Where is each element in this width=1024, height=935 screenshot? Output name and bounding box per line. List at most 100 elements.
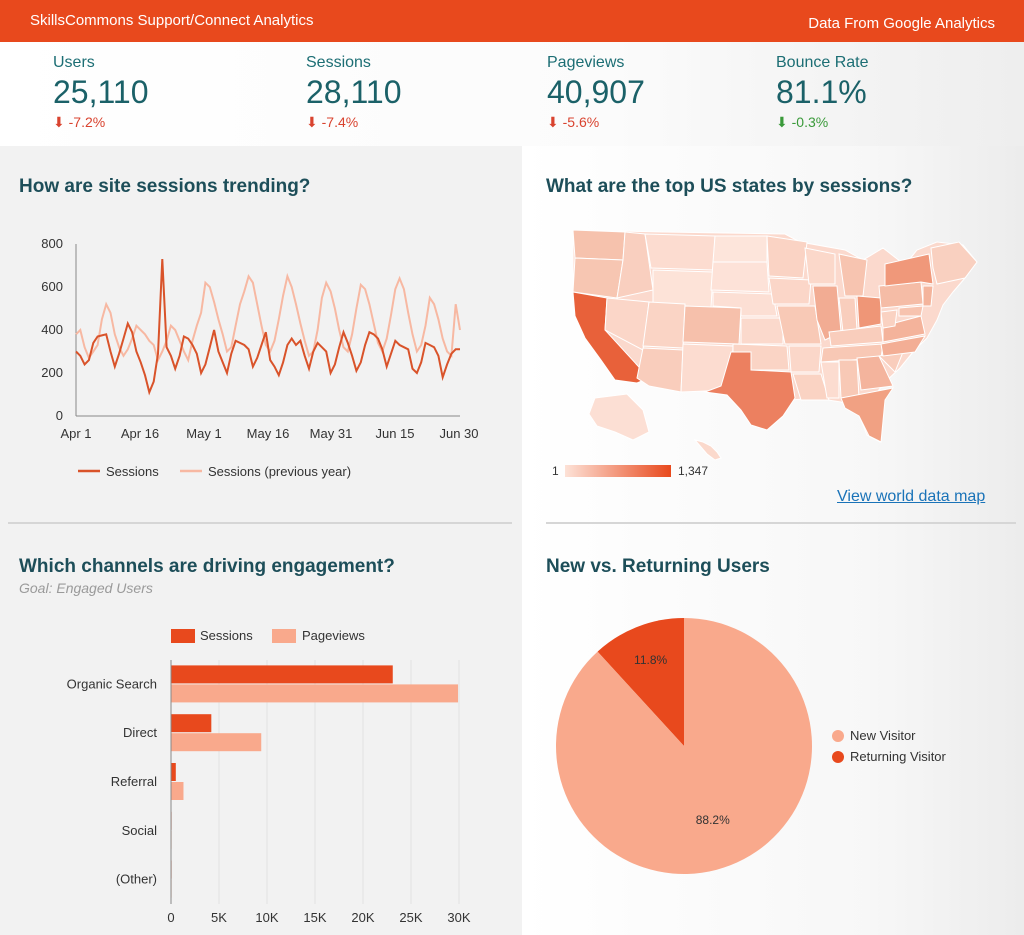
sessions-line (75, 259, 460, 396)
state-minnesota (766, 235, 808, 279)
view-world-map-link[interactable]: View world data map (837, 488, 986, 505)
kpi-value: 81.1% (776, 74, 867, 110)
state-new-york (884, 253, 934, 287)
trend-title: How are site sessions trending? (19, 176, 311, 197)
channels-bar-chart: Sessions Pageviews 0 5K 10K 15K 20K 25K 30K Organ… (67, 628, 471, 925)
map-scale-max: 1,347 (678, 464, 709, 478)
legend-swatch-pageviews (272, 629, 296, 643)
kpi-delta: ⬇ -7.2% (53, 114, 106, 130)
state-montana (644, 233, 716, 271)
legend-swatch-new-visitor (832, 730, 844, 742)
legend-label-pageviews: Pageviews (302, 628, 365, 643)
state-maryland (898, 305, 924, 317)
y-tick-label: 800 (41, 236, 63, 251)
new-visitor-data-label: 88.2% (696, 813, 730, 827)
legend-swatch-sessions (171, 629, 195, 643)
section-divider (8, 522, 512, 524)
state-oregon (572, 257, 624, 299)
x-tick-label: 20K (351, 910, 374, 925)
channels-subtitle: Goal: Engaged Users (19, 580, 153, 596)
state-idaho (616, 231, 654, 299)
state-virginia (882, 315, 926, 343)
pageviews-bar (171, 782, 184, 800)
down-arrow-icon: ⬇ (547, 114, 559, 130)
legend-label-previous-year: Sessions (previous year) (208, 464, 351, 479)
state-colorado (682, 305, 742, 345)
new-vs-returning-pie-chart: 11.8% 88.2% New Visitor Returning Visitor (556, 618, 947, 874)
state-north-dakota (712, 235, 768, 263)
data-source-label: Data From Google Analytics (808, 15, 995, 32)
category-label: Direct (123, 725, 157, 740)
returning-visitor-slice (597, 618, 684, 746)
section-divider (546, 522, 1016, 524)
kpi-label: Sessions (306, 54, 371, 71)
map-color-scale (565, 465, 671, 477)
kpi-delta: ⬇ -7.4% (306, 114, 359, 130)
state-new-england (930, 241, 978, 285)
report-title: SkillsCommons Support/Connect Analytics (30, 12, 314, 29)
report-header: SkillsCommons Support/Connect Analytics … (0, 0, 1024, 42)
state-south-dakota (710, 261, 770, 293)
state-arizona (636, 347, 684, 393)
legend-label-sessions: Sessions (200, 628, 253, 643)
x-tick-label: 5K (211, 910, 227, 925)
x-tick-label: May 31 (310, 426, 353, 441)
x-tick-label: Jun 30 (439, 426, 478, 441)
pageviews-bar (171, 684, 459, 703)
x-tick-label: 15K (303, 910, 326, 925)
kpi-bar: Users 25,110 ⬇ -7.2% Sessions 28,110 ⬇ -… (0, 42, 1024, 146)
sessions-bar (171, 714, 212, 733)
legend-label-sessions: Sessions (106, 464, 159, 479)
state-north-carolina (880, 335, 927, 357)
kpi-sessions: Sessions 28,110 ⬇ -7.4% (306, 54, 402, 131)
kpi-value: 28,110 (306, 74, 402, 110)
down-arrow-icon: ⬇ (306, 114, 318, 130)
returning-visitor-data-label: 11.8% (634, 653, 667, 667)
x-tick-label: 25K (399, 910, 422, 925)
y-tick-label: 400 (41, 322, 63, 337)
y-tick-label: 200 (41, 365, 63, 380)
channels-title: Which channels are driving engagement? (19, 556, 395, 577)
x-tick-label: 10K (255, 910, 278, 925)
state-florida (840, 387, 895, 443)
kpi-label: Pageviews (547, 54, 625, 71)
kpi-bounce-rate: Bounce Rate 81.1% ⬇ -0.3% (776, 54, 869, 131)
category-label: Organic Search (67, 676, 157, 691)
category-label: Social (122, 823, 158, 838)
category-label: Referral (111, 774, 157, 789)
state-ohio (856, 295, 882, 329)
kpi-delta: ⬇ -0.3% (776, 114, 829, 130)
new-visitor-slice (556, 618, 812, 874)
legend-swatch-returning-visitor (832, 751, 844, 763)
state-missouri (776, 305, 822, 345)
state-kansas (740, 317, 784, 345)
x-tick-label: Apr 16 (121, 426, 159, 441)
users-title: New vs. Returning Users (546, 556, 770, 577)
kpi-pageviews: Pageviews 40,907 ⬇ -5.6% (547, 54, 645, 131)
sessions-bar (171, 763, 176, 781)
down-arrow-icon: ⬇ (53, 114, 65, 130)
map-scale-min: 1 (552, 464, 559, 478)
us-states-map (572, 229, 978, 461)
y-tick-label: 0 (56, 408, 63, 423)
down-arrow-icon: ⬇ (776, 114, 788, 130)
state-hawaii (693, 439, 722, 461)
kpi-value: 25,110 (53, 74, 149, 110)
state-arkansas (788, 345, 822, 373)
x-tick-label: Jun 15 (375, 426, 414, 441)
state-texas (704, 351, 796, 431)
kpi-value: 40,907 (547, 74, 645, 110)
legend-label-new-visitor: New Visitor (850, 728, 916, 743)
state-alabama (838, 359, 860, 399)
kpi-label: Users (53, 54, 95, 71)
kpi-label: Bounce Rate (776, 54, 869, 71)
kpi-delta: ⬇ -5.6% (547, 114, 600, 130)
sessions-trend-chart: 0 200 400 600 800 Apr 1 Apr 16 May 1 May 16 May 3… (41, 236, 478, 479)
map-title: What are the top US states by sessions? (546, 176, 913, 197)
state-utah (642, 301, 686, 349)
x-tick-label: 0 (167, 910, 174, 925)
x-tick-label: 30K (447, 910, 470, 925)
x-tick-label: May 16 (247, 426, 290, 441)
state-iowa (768, 277, 812, 305)
state-mississippi (820, 361, 840, 399)
